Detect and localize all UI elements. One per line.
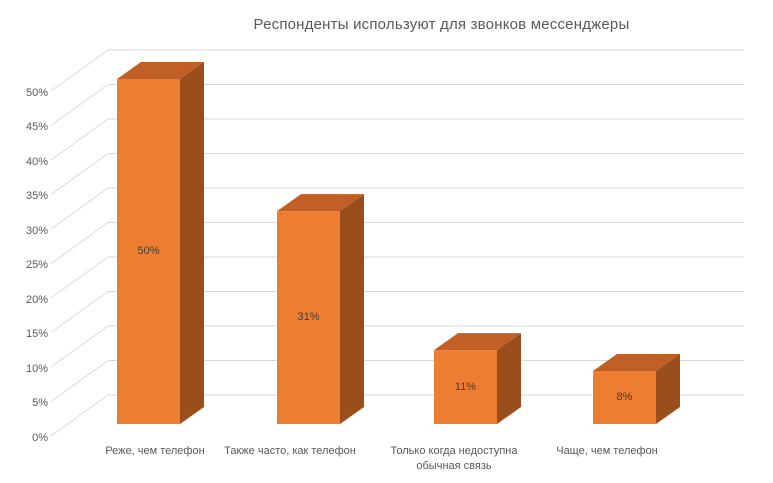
y-tick-0: 0% (32, 432, 48, 444)
bar-2-side-face (340, 194, 364, 424)
bar-3-front-face (434, 350, 497, 424)
grid-diagonal (50, 360, 109, 402)
y-tick-15: 15% (25, 328, 48, 340)
category-label-2: Также часто, как телефон (224, 445, 356, 457)
y-tick-45: 45% (25, 121, 48, 133)
bar-3-top-face (434, 333, 521, 351)
y-tick-20: 20% (25, 294, 48, 306)
data-label-1: 50% (137, 245, 160, 257)
category-label-4: Чаще, чем телефон (556, 445, 658, 457)
grid-diagonal (50, 256, 109, 299)
bar-3-side-face (497, 333, 521, 424)
bar-4-front-face (593, 370, 656, 424)
chart-title: Респонденты используют для звонков мессе… (253, 16, 630, 33)
data-label-2: 31% (297, 311, 320, 323)
bar-2-top-face (277, 194, 364, 212)
grid-diagonal (50, 84, 109, 126)
y-tick-10: 10% (25, 363, 48, 375)
grid-diagonal (50, 325, 109, 368)
category-label-3: Только когда недоступна обычная связь (390, 445, 518, 472)
grid-diagonal (50, 187, 109, 230)
y-tick-5: 5% (32, 397, 48, 409)
bar-4-side-face (656, 353, 680, 424)
bar-1-side-face (180, 62, 204, 424)
y-tick-40: 40% (25, 156, 48, 168)
y-tick-30: 30% (25, 225, 48, 237)
y-tick-50: 50% (25, 87, 48, 99)
grid-diagonal (50, 49, 109, 92)
category-label-1: Реже, чем телефон (105, 445, 205, 457)
data-label-4: 8% (616, 391, 633, 403)
grid-diagonal (50, 153, 109, 195)
grid-diagonal (50, 394, 109, 437)
y-tick-35: 35% (25, 190, 48, 202)
grid-diagonal (50, 291, 109, 333)
grid-diagonal (50, 222, 109, 264)
data-label-3: 11% (454, 381, 477, 393)
bar-1-front-face (117, 79, 180, 424)
grid-diagonal (50, 118, 109, 161)
bar-1-top-face (117, 62, 204, 79)
y-tick-25: 25% (25, 259, 48, 271)
bar-2-front-face (277, 211, 340, 424)
bar-4-top-face (593, 353, 680, 371)
